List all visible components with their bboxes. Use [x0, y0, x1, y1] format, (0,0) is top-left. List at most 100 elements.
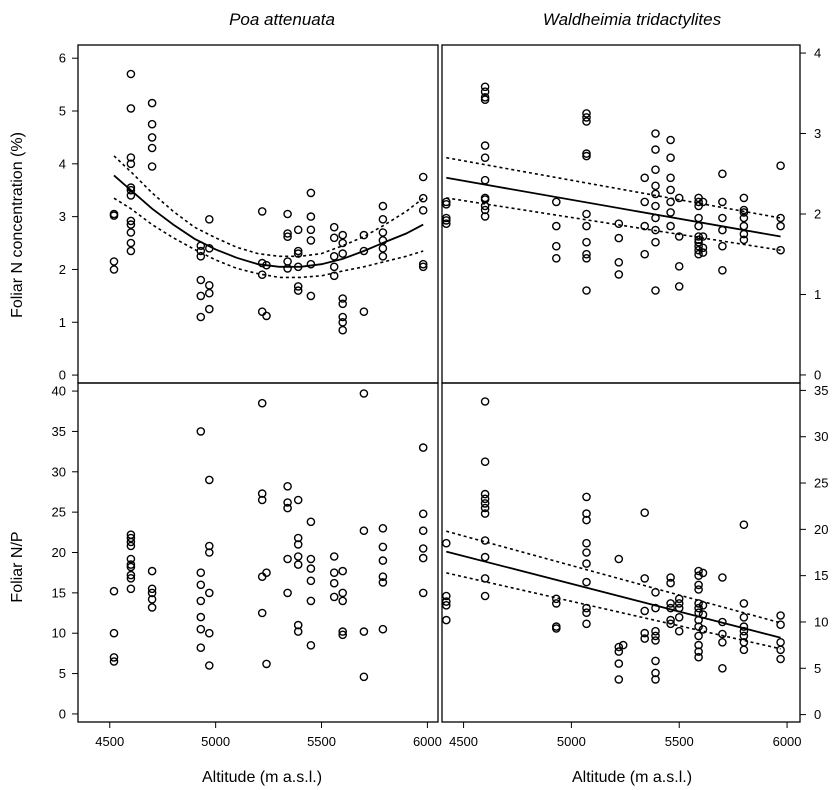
data-point — [338, 566, 348, 576]
data-point — [718, 617, 727, 627]
data-point — [674, 599, 684, 608]
data-point — [651, 668, 660, 678]
data-point — [694, 599, 703, 608]
data-point — [739, 622, 749, 631]
data-point — [126, 541, 136, 551]
data-point — [283, 229, 292, 238]
y-tick-label: 15 — [52, 585, 66, 600]
data-point — [718, 225, 727, 235]
data-point — [418, 509, 428, 519]
data-point — [378, 214, 388, 224]
data-point — [552, 241, 561, 251]
data-point — [196, 291, 206, 301]
data-point — [306, 291, 316, 301]
data-point — [109, 265, 119, 274]
panel-frame — [77, 382, 439, 723]
y-tick-label: 15 — [814, 568, 828, 583]
y-tick-label: 2 — [59, 262, 66, 277]
data-point — [776, 245, 785, 255]
data-point — [147, 584, 157, 594]
data-point — [651, 129, 660, 138]
data-point — [257, 307, 267, 317]
data-point — [739, 229, 749, 239]
y-tick-label: 0 — [814, 707, 821, 722]
data-point — [306, 576, 316, 586]
data-point — [196, 596, 206, 606]
data-point — [196, 624, 206, 634]
x-tick-label: 4500 — [95, 734, 124, 749]
y-tick-label: 6 — [59, 51, 66, 66]
data-point — [480, 489, 490, 499]
data-point — [480, 509, 490, 518]
data-point — [480, 397, 490, 406]
data-point — [338, 627, 348, 636]
y-tick-label: 10 — [52, 626, 66, 641]
data-point — [651, 237, 660, 247]
data-point — [651, 145, 660, 154]
data-point — [614, 257, 624, 267]
data-point — [651, 656, 660, 666]
data-point — [666, 615, 675, 625]
data-point — [204, 280, 214, 290]
data-point — [582, 608, 591, 618]
data-point — [283, 503, 292, 513]
data-point — [582, 515, 591, 525]
data-point — [257, 258, 267, 268]
data-point — [694, 571, 703, 581]
data-point — [283, 257, 292, 266]
data-point — [257, 608, 267, 618]
data-point — [126, 238, 136, 248]
data-point — [666, 135, 675, 145]
data-point — [776, 213, 785, 223]
data-point — [480, 95, 490, 104]
data-point — [614, 233, 624, 243]
data-point — [739, 213, 749, 223]
data-point — [283, 481, 292, 491]
data-point — [329, 578, 339, 588]
data-point — [739, 520, 749, 530]
data-point — [262, 311, 271, 321]
data-point — [698, 243, 708, 253]
data-point — [257, 572, 267, 582]
data-point — [739, 235, 749, 245]
panel-top-left: 0 1 2 3 4 5 6 — [59, 44, 439, 384]
data-point — [147, 133, 157, 142]
data-point — [674, 261, 684, 271]
y-tick-label: 20 — [52, 545, 66, 560]
data-point — [293, 540, 303, 549]
data-point — [582, 209, 591, 219]
data-point — [257, 270, 267, 280]
data-point — [293, 286, 303, 295]
data-point — [651, 201, 660, 211]
data-point — [441, 597, 451, 606]
data-point — [651, 603, 660, 613]
data-point — [418, 588, 428, 598]
data-point — [718, 573, 727, 582]
data-point — [329, 552, 339, 561]
data-point — [651, 588, 660, 597]
y-tick-label: 2 — [814, 207, 821, 222]
data-point — [126, 220, 136, 229]
panel-frame — [441, 382, 801, 723]
y-tick-label: 4 — [814, 46, 821, 61]
data-point — [698, 601, 708, 610]
data-point — [418, 544, 428, 553]
data-point — [776, 645, 785, 655]
data-point — [147, 588, 157, 598]
data-point — [582, 149, 591, 158]
data-point — [329, 568, 339, 578]
data-point — [480, 591, 490, 601]
data-point — [582, 492, 591, 502]
data-point — [666, 573, 675, 582]
data-point — [480, 212, 490, 221]
data-point — [378, 236, 388, 245]
data-point — [126, 185, 136, 195]
data-point — [147, 162, 157, 171]
data-point — [582, 117, 591, 126]
data-point — [480, 457, 490, 467]
data-point — [359, 230, 369, 240]
data-point — [651, 225, 660, 235]
data-point — [306, 641, 316, 650]
data-point — [109, 653, 119, 662]
data-point — [776, 161, 785, 170]
